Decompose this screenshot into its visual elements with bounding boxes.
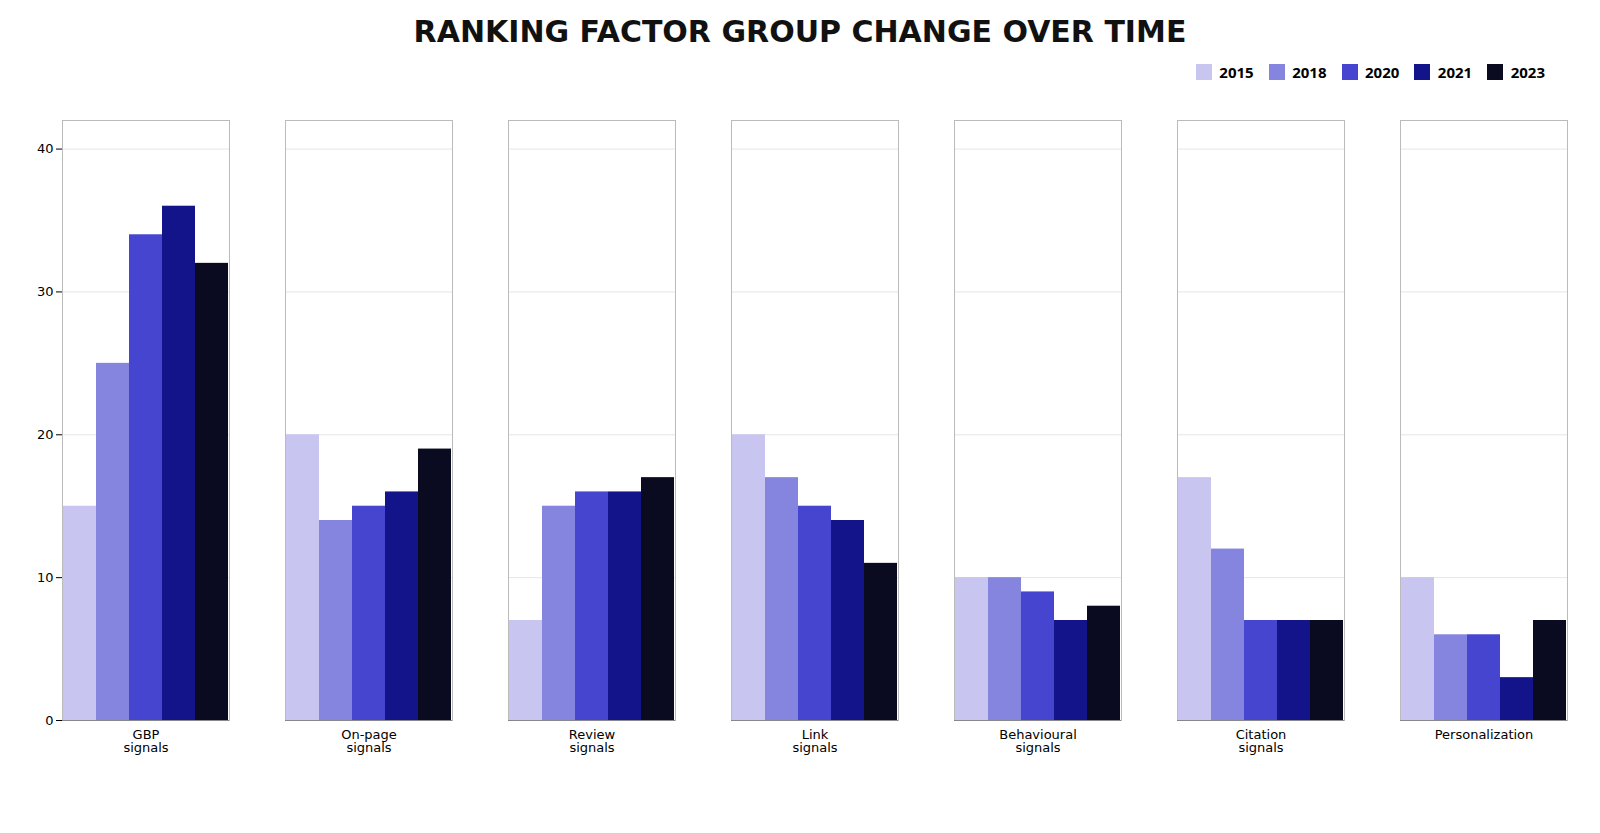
- svg-text:GBPsignals: GBPsignals: [123, 726, 168, 754]
- svg-text:0: 0: [45, 712, 53, 727]
- html-text:2021: 2021: [1437, 61, 1473, 82]
- svg-text:40: 40: [37, 141, 54, 156]
- html-text:2015: 2015: [1219, 61, 1254, 82]
- svg-text:Personalization: Personalization: [1435, 726, 1534, 741]
- svg-text:Linksignals: Linksignals: [792, 726, 837, 754]
- html-text:2023: 2023: [1510, 61, 1545, 82]
- svg-text:30: 30: [37, 284, 54, 299]
- svg-text:On-pagesignals: On-pagesignals: [341, 726, 397, 754]
- svg-text:20: 20: [37, 426, 54, 441]
- svg-text:Reviewsignals: Reviewsignals: [569, 726, 616, 754]
- html-text:RANKING FACTOR GROUP CHANGE OV: RANKING FACTOR GROUP CHANGE OVER TIME: [413, 14, 1187, 49]
- html-text:2020: 2020: [1365, 61, 1400, 82]
- svg-text:Behaviouralsignals: Behaviouralsignals: [999, 726, 1077, 754]
- html-text:2018: 2018: [1292, 61, 1327, 82]
- svg-text:Citationsignals: Citationsignals: [1236, 726, 1287, 754]
- svg-text:10: 10: [37, 569, 54, 584]
